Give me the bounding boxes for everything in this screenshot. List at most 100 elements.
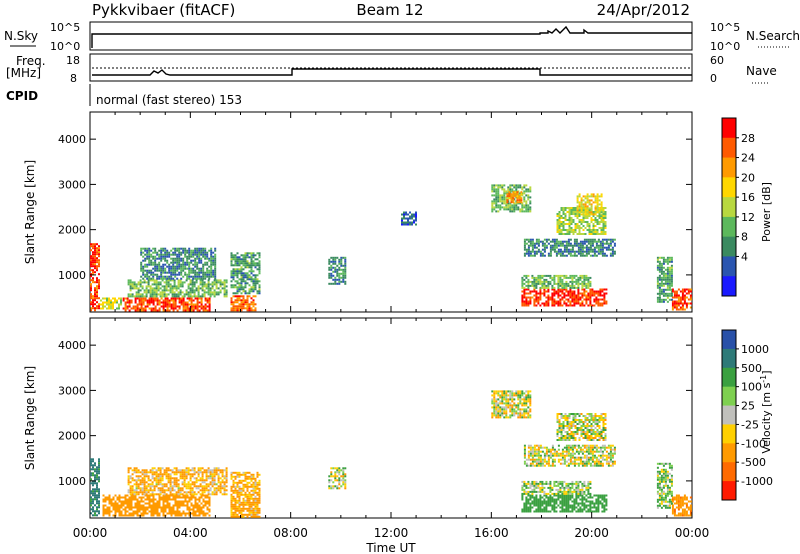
power-cell: [575, 278, 578, 281]
power-cell: [198, 271, 201, 274]
power-cell: [531, 274, 534, 277]
power-cell: [240, 288, 243, 291]
velocity-cell: [252, 511, 255, 514]
power-cell: [495, 202, 498, 205]
power-cell: [557, 274, 560, 277]
velocity-cell: [236, 499, 239, 502]
power-cell: [555, 240, 558, 243]
velocity-cell: [529, 452, 532, 455]
power-cell: [580, 197, 583, 200]
velocity-cell: [340, 485, 343, 488]
velocity-cell: [131, 487, 134, 490]
power-cell: [518, 197, 521, 200]
power-cell: [254, 276, 257, 279]
velocity-cell: [118, 498, 121, 501]
velocity-cell: [198, 498, 201, 501]
power-cell: [157, 281, 160, 284]
velocity-cell: [252, 483, 255, 486]
power-cell: [181, 281, 184, 284]
velocity-cell: [173, 493, 176, 496]
velocity-cell: [150, 494, 153, 497]
power-cell: [545, 284, 548, 287]
velocity-cell: [131, 493, 134, 496]
velocity-cell: [547, 462, 550, 465]
power-cell: [194, 265, 197, 268]
power-cell: [232, 278, 235, 281]
power-cell: [242, 256, 245, 259]
power-cell: [605, 288, 608, 291]
power-cell: [153, 293, 156, 296]
power-cell: [599, 242, 602, 245]
velocity-cell: [190, 504, 193, 507]
velocity-cell: [543, 446, 546, 449]
power-cell: [176, 257, 179, 260]
velocity-cell: [553, 458, 556, 461]
date-title: 24/Apr/2012: [597, 1, 690, 19]
power-cell: [242, 258, 245, 261]
power-cell: [559, 242, 562, 245]
power-cell: [232, 307, 235, 310]
velocity-cell: [507, 394, 510, 397]
power-cell: [547, 254, 550, 257]
power-cell: [401, 219, 403, 222]
velocity-cell: [246, 499, 249, 502]
power-cell: [143, 295, 146, 298]
velocity-cell: [157, 479, 160, 482]
velocity-cell: [172, 494, 175, 497]
velocity-cell: [567, 452, 570, 455]
power-cell: [210, 263, 213, 266]
velocity-cell: [116, 504, 119, 507]
power-cell: [92, 251, 94, 254]
power-cell: [559, 290, 562, 293]
velocity-cell: [183, 469, 186, 472]
power-cell: [602, 227, 605, 229]
power-cell: [242, 299, 245, 302]
power-cell: [162, 275, 165, 278]
velocity-cell: [132, 510, 135, 513]
power-cell: [178, 273, 181, 276]
power-cell: [566, 219, 569, 221]
velocity-cell: [127, 467, 130, 470]
power-cell: [148, 253, 151, 256]
velocity-cell: [499, 408, 502, 411]
velocity-cell: [543, 456, 546, 459]
velocity-cell: [519, 412, 522, 415]
power-cell: [594, 219, 597, 221]
velocity-cell: [344, 475, 347, 478]
velocity-cell: [124, 502, 127, 505]
power-cell: [156, 267, 159, 270]
power-cell: [198, 253, 201, 256]
power-cell: [537, 302, 540, 305]
velocity-cell: [236, 515, 239, 518]
velocity-cell: [507, 398, 510, 401]
power-cell: [232, 305, 235, 308]
velocity-cell: [135, 487, 138, 490]
power-cell: [590, 203, 593, 206]
power-cell: [256, 282, 259, 285]
velocity-cell: [209, 481, 212, 484]
power-cell: [160, 253, 163, 256]
velocity-cell: [523, 460, 526, 463]
velocity-cell: [213, 471, 216, 474]
power-cell: [518, 201, 521, 204]
velocity-cell: [225, 489, 228, 492]
power-cell: [523, 186, 526, 189]
velocity-cell: [138, 502, 141, 505]
power-cell: [523, 292, 526, 295]
power-cell: [240, 276, 243, 279]
power-cell: [510, 199, 513, 202]
velocity-cell: [170, 494, 173, 497]
power-cell: [96, 269, 98, 272]
power-cell: [165, 281, 168, 284]
power-cell: [342, 256, 345, 259]
power-cell: [194, 273, 197, 276]
power-cell: [660, 282, 663, 285]
power-cell: [604, 213, 607, 215]
power-cell: [252, 305, 255, 308]
velocity-cell: [256, 513, 259, 516]
velocity-cell: [569, 446, 572, 449]
power-cell: [585, 298, 588, 301]
power-cell: [340, 276, 343, 279]
power-cell: [561, 252, 564, 255]
power-cell: [166, 255, 169, 258]
